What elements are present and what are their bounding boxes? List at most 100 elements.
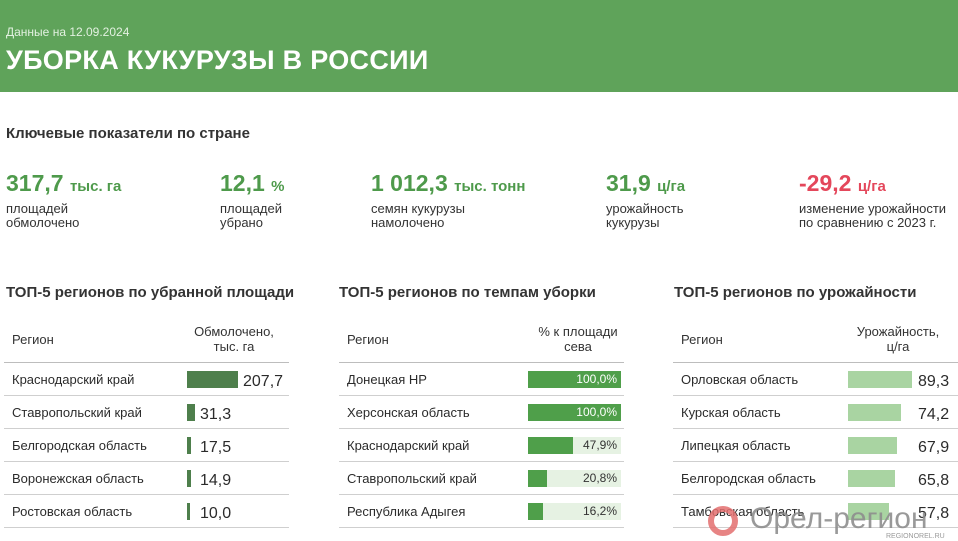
value-bar xyxy=(528,404,621,421)
header-value: Урожайность, ц/га xyxy=(843,324,953,354)
value-label: 10,0 xyxy=(200,505,232,522)
kpi-unit: ц/га xyxy=(857,178,886,195)
table-row: Орловская область 89,3 xyxy=(673,363,958,396)
table-row: Краснодарский край 47,9% xyxy=(339,429,624,462)
kpi-desc: изменение урожайности xyxy=(799,201,947,216)
header-value-line2: тыс. га xyxy=(213,339,255,354)
header-value-line1: % к площади xyxy=(538,324,618,339)
value-label: 47,9% xyxy=(582,438,617,452)
kpi-unit: тыс. га xyxy=(69,178,122,195)
region-name: Краснодарский край xyxy=(347,438,470,453)
value-label: 14,9 xyxy=(200,472,232,489)
bar-track: 100,0% xyxy=(528,404,621,421)
logo-text: Орел-регион xyxy=(750,502,928,535)
kpi-desc: семян кукурузы xyxy=(371,201,465,216)
table-header: Регион Урожайность, ц/га xyxy=(673,316,958,363)
kpi-desc: площадей xyxy=(220,201,283,216)
table-row: Ставропольский край 31,3 xyxy=(4,396,289,429)
logo-ring-icon xyxy=(708,506,738,536)
table-row: Ростовская область 10,0 xyxy=(4,495,289,528)
table-row: Республика Адыгея 16,2% xyxy=(339,495,624,528)
header-value: Обмолочено, тыс. га xyxy=(184,324,284,354)
table-row: Краснодарский край 207,7 xyxy=(4,363,289,396)
value-bar xyxy=(528,371,621,388)
table-top-pace: Регион % к площади сева Донецкая НР 100,0… xyxy=(339,316,624,528)
table-title-area: ТОП-5 регионов по убранной площади xyxy=(6,284,295,301)
table-row: Липецкая область 67,9 xyxy=(673,429,958,462)
table-top-area: Регион Обмолочено, тыс. га Краснодарский… xyxy=(4,316,289,528)
bar-track: 47,9% xyxy=(528,437,621,454)
kpi-desc: намолочено xyxy=(371,215,445,230)
value-bar xyxy=(528,470,547,487)
value-label: 20,8% xyxy=(582,471,617,485)
bar-track: 100,0% xyxy=(528,371,621,388)
table-row: Херсонская область 100,0% xyxy=(339,396,624,429)
value-label: 74,2 xyxy=(918,406,950,423)
header-region: Регион xyxy=(12,332,54,347)
header-value-line2: ц/га xyxy=(886,339,910,354)
table-row: Ставропольский край 20,8% xyxy=(339,462,624,495)
kpi-unit: ц/га xyxy=(657,178,686,195)
kpi-desc: площадей xyxy=(6,201,69,216)
region-name: Донецкая НР xyxy=(347,372,427,387)
table-row: Белгородская область 17,5 xyxy=(4,429,289,462)
bar-track: 20,8% xyxy=(528,470,621,487)
value-label: 65,8 xyxy=(918,472,950,489)
value-label: 100,0% xyxy=(576,405,617,419)
region-name: Липецкая область xyxy=(681,438,791,453)
header-value: % к площади сева xyxy=(523,324,633,354)
value-bar xyxy=(848,404,901,421)
table-title-pace: ТОП-5 регионов по темпам уборки xyxy=(339,284,596,301)
region-name: Воронежская область xyxy=(12,471,144,486)
kpi-threshed-area: 317,7 тыс. га площадей обмолочено xyxy=(6,170,121,230)
value-bar xyxy=(187,503,190,520)
value-label: 57,8 xyxy=(918,505,950,522)
value-bar xyxy=(528,437,573,454)
kpi-value: -29,2 xyxy=(799,170,852,196)
kpi-desc: кукурузы xyxy=(606,215,660,230)
kpi-seeds-harvested: 1 012,3 тыс. тонн семян кукурузы намолоч… xyxy=(371,170,525,230)
header-region: Регион xyxy=(347,332,389,347)
site-logo: Орел-регион REGIONOREL.RU xyxy=(706,502,958,541)
value-bar xyxy=(848,437,897,454)
kpi-desc: по сравнению с 2023 г. xyxy=(799,215,937,230)
kpi-unit: тыс. тонн xyxy=(454,178,526,195)
kpi-unit: % xyxy=(271,178,285,195)
value-label: 67,9 xyxy=(918,439,950,456)
value-bar xyxy=(848,503,889,520)
kpi-value: 317,7 xyxy=(6,170,64,196)
table-row: Донецкая НР 100,0% xyxy=(339,363,624,396)
value-bar xyxy=(848,371,912,388)
page-title: УБОРКА КУКУРУЗЫ В РОССИИ xyxy=(6,45,429,75)
value-bar xyxy=(187,437,191,454)
header-value-line1: Урожайность, xyxy=(856,324,940,339)
header-banner: Данные на 12.09.2024 УБОРКА КУКУРУЗЫ В Р… xyxy=(0,0,958,92)
kpi-yield: 31,9 ц/га урожайность кукурузы xyxy=(606,170,685,230)
kpi-yield-change: -29,2 ц/га изменение урожайности по срав… xyxy=(799,170,946,230)
table-header: Регион % к площади сева xyxy=(339,316,624,363)
kpi-desc: обмолочено xyxy=(6,215,80,230)
table-top-yield: Регион Урожайность, ц/га Орловская облас… xyxy=(673,316,958,528)
value-bar xyxy=(187,404,195,421)
logo-subtext: REGIONOREL.RU xyxy=(886,533,945,540)
table-header: Регион Обмолочено, тыс. га xyxy=(4,316,289,363)
table-title-yield: ТОП-5 регионов по урожайности xyxy=(674,284,917,301)
kpi-value: 12,1 xyxy=(220,170,265,196)
value-label: 100,0% xyxy=(576,372,617,386)
kpi-value: 1 012,3 xyxy=(371,170,448,196)
header-value-line1: Обмолочено, xyxy=(194,324,274,339)
region-name: Белгородская область xyxy=(12,438,147,453)
header-region: Регион xyxy=(681,332,723,347)
kpi-section-title: Ключевые показатели по стране xyxy=(6,125,250,142)
value-bar xyxy=(187,371,238,388)
region-name: Республика Адыгея xyxy=(347,504,466,519)
table-row: Воронежская область 14,9 xyxy=(4,462,289,495)
value-bar xyxy=(187,470,191,487)
kpi-value: 31,9 xyxy=(606,170,651,196)
value-bar xyxy=(528,503,543,520)
region-name: Орловская область xyxy=(681,372,799,387)
table-row: Курская область 74,2 xyxy=(673,396,958,429)
value-label: 17,5 xyxy=(200,439,232,456)
region-name: Краснодарский край xyxy=(12,372,135,387)
data-date: Данные на 12.09.2024 xyxy=(6,25,130,39)
